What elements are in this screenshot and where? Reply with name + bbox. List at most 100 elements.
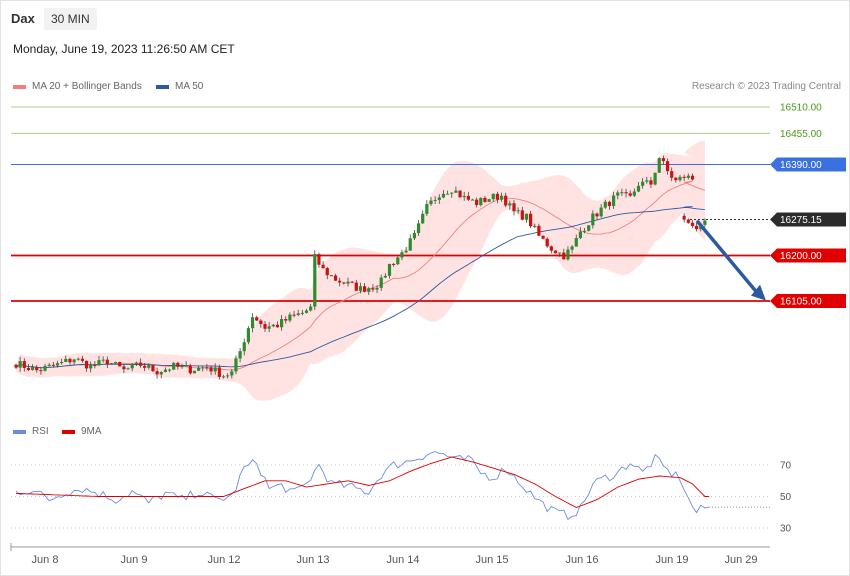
candle xyxy=(22,358,26,372)
candle-body xyxy=(412,233,416,239)
candle-body xyxy=(421,213,425,224)
candle xyxy=(317,252,321,268)
candle-body xyxy=(197,367,201,371)
ma50-swatch xyxy=(156,84,169,89)
candle-body xyxy=(404,250,408,253)
candle xyxy=(483,195,487,203)
candle-body xyxy=(545,238,549,247)
candle xyxy=(396,256,400,266)
rsi-tick-label: 70 xyxy=(780,461,792,472)
candle xyxy=(387,263,392,279)
candle-body xyxy=(529,213,533,227)
candle-body xyxy=(441,193,446,198)
candle xyxy=(84,360,89,372)
candle-body xyxy=(167,369,172,371)
candle-body xyxy=(325,268,329,276)
candle-body xyxy=(570,246,574,250)
ma50-label: MA 50 xyxy=(175,81,204,92)
candle-body xyxy=(35,367,39,371)
bollinger-band xyxy=(16,140,705,401)
candle xyxy=(641,178,645,189)
candle xyxy=(524,213,529,223)
candle-body xyxy=(304,310,309,313)
candle xyxy=(553,250,558,254)
x-tick-label: Jun 13 xyxy=(296,554,329,566)
candle-body xyxy=(549,246,553,251)
level-tag-16105.00 xyxy=(770,294,846,308)
candle xyxy=(371,284,375,292)
candle-body xyxy=(55,363,60,366)
candle-body xyxy=(470,199,475,201)
candle-body xyxy=(537,225,541,236)
candle xyxy=(392,262,396,267)
candle-body xyxy=(607,201,612,206)
level-tag-16275.15 xyxy=(770,212,846,227)
candle xyxy=(205,363,209,371)
candle xyxy=(184,361,188,367)
bollinger-band-layer xyxy=(16,140,705,401)
candle-body xyxy=(147,365,151,368)
candle-body xyxy=(433,199,437,201)
candle-body xyxy=(678,176,682,181)
candle-body xyxy=(690,222,695,226)
candle xyxy=(661,155,665,165)
candle-body xyxy=(612,195,616,206)
candle xyxy=(470,198,475,201)
timeframe-button[interactable]: 30 MIN xyxy=(44,8,97,30)
candle xyxy=(499,192,504,202)
candle xyxy=(383,273,387,278)
candle xyxy=(192,370,197,374)
candle-body xyxy=(280,319,284,328)
candle xyxy=(321,260,325,269)
candle xyxy=(578,227,582,239)
candle-body xyxy=(661,158,665,162)
candle xyxy=(686,173,690,180)
candle xyxy=(197,365,201,372)
candle-body xyxy=(43,365,47,371)
candle xyxy=(288,312,292,323)
x-tick-label: Jun 8 xyxy=(32,554,59,566)
candle xyxy=(35,364,39,373)
level-label-16200.00: 16200.00 xyxy=(780,251,822,262)
candle xyxy=(504,192,508,208)
candle xyxy=(313,250,317,311)
candle-body xyxy=(628,193,632,196)
ma20-line xyxy=(15,180,706,371)
candle xyxy=(167,368,172,373)
candle-body xyxy=(255,317,259,321)
candle xyxy=(155,367,159,379)
candle xyxy=(487,198,491,203)
candle xyxy=(39,366,43,375)
candle xyxy=(51,361,55,368)
candle xyxy=(645,176,649,184)
candle-body xyxy=(641,181,645,186)
candle-body xyxy=(595,213,599,217)
candle xyxy=(329,275,333,277)
candle xyxy=(109,362,114,365)
candle-body xyxy=(495,193,499,200)
candle-body xyxy=(242,342,246,352)
level-label-16105.00: 16105.00 xyxy=(780,297,822,308)
candle-body xyxy=(516,210,520,212)
candle-body xyxy=(60,361,64,364)
candle-body xyxy=(209,367,213,372)
candle-body xyxy=(130,364,134,369)
candle xyxy=(408,234,412,251)
candle xyxy=(612,191,616,209)
candle xyxy=(595,212,599,221)
candle xyxy=(690,173,695,181)
candle xyxy=(267,322,271,333)
candle-body xyxy=(670,171,674,178)
copyright-text: Research © 2023 Trading Central xyxy=(691,81,841,92)
candle-body xyxy=(350,281,354,283)
candle-body xyxy=(632,191,636,196)
candle xyxy=(188,363,192,375)
candle-body xyxy=(371,288,375,290)
candle-body xyxy=(616,192,620,196)
candle xyxy=(350,280,354,284)
candle-body xyxy=(483,197,487,202)
candle-body xyxy=(375,287,379,290)
candle-body xyxy=(313,254,317,307)
candle xyxy=(670,167,674,182)
candle-body xyxy=(450,192,454,194)
